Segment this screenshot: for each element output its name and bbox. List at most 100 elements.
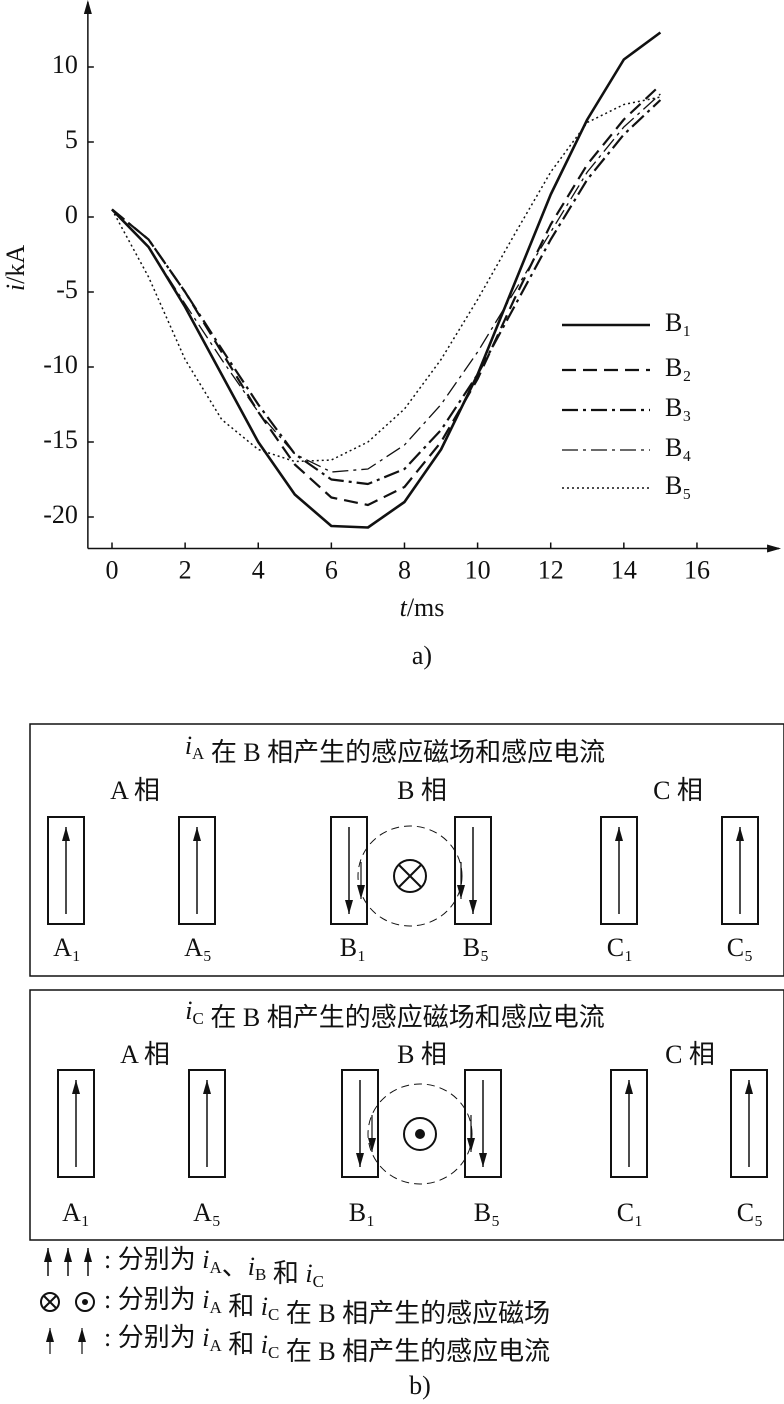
conductor bbox=[57, 1069, 95, 1178]
x-tick-label: 4 bbox=[252, 555, 265, 584]
label: i/kA bbox=[1, 245, 30, 291]
conductor bbox=[610, 1069, 648, 1178]
conductor bbox=[47, 816, 85, 925]
current-arrow-head bbox=[625, 1080, 633, 1094]
legend-cross bbox=[40, 1292, 60, 1312]
field-symbol bbox=[403, 1117, 437, 1151]
induced-arrow-head bbox=[368, 1138, 376, 1152]
legend-arrow-head bbox=[84, 1248, 92, 1262]
conductor bbox=[730, 1069, 768, 1178]
variable: i bbox=[202, 1285, 209, 1314]
conductor-label: B₅ bbox=[474, 1198, 500, 1227]
current-arrow-head bbox=[72, 1080, 80, 1094]
label: iA 在 B 相产生的感应磁场和感应电流 bbox=[185, 731, 605, 767]
conductor-label: C₅ bbox=[727, 933, 753, 962]
text-part: /ms bbox=[407, 593, 445, 622]
conductor-label: A₁ bbox=[62, 1198, 90, 1227]
legend-dot bbox=[75, 1292, 95, 1312]
x-tick-label: 0 bbox=[106, 555, 119, 584]
phase-label: C 相 bbox=[665, 1040, 715, 1069]
text-part: 在 B 相产生的感应磁场和感应电流 bbox=[204, 738, 605, 767]
dot bbox=[82, 1299, 88, 1305]
subscript: A bbox=[192, 744, 205, 763]
current-arrow-head bbox=[615, 827, 623, 841]
x-arrow bbox=[767, 544, 782, 553]
y-tick-label: -10 bbox=[43, 350, 78, 379]
legend-arrow-head bbox=[64, 1248, 72, 1262]
y-tick-label: 5 bbox=[65, 125, 78, 154]
label: : 分别为 iA 和 iC 在 B 相产生的感应电流 bbox=[104, 1323, 550, 1366]
x-tick-label: 16 bbox=[684, 555, 710, 584]
variable: i bbox=[1, 284, 30, 291]
y-tick-label: -5 bbox=[56, 275, 78, 304]
variable: i bbox=[305, 1259, 312, 1288]
induced-arrow-head bbox=[457, 885, 465, 899]
legend-induced-arrow-head bbox=[46, 1328, 54, 1342]
conductor bbox=[464, 1069, 502, 1178]
phase-label: B 相 bbox=[397, 1040, 447, 1069]
legend-label: B₃ bbox=[665, 393, 691, 422]
variable: t bbox=[400, 593, 408, 622]
variable: i bbox=[261, 1292, 268, 1321]
text-part: 和 bbox=[222, 1292, 261, 1321]
current-arrow-head bbox=[203, 1080, 211, 1094]
text-part: 和 bbox=[266, 1259, 305, 1288]
subscript: A bbox=[209, 1336, 222, 1355]
series-line bbox=[111, 84, 662, 507]
conductor bbox=[178, 816, 216, 925]
current-arrow-head bbox=[193, 827, 201, 841]
y-tick-label: -15 bbox=[43, 425, 78, 454]
subscript: C bbox=[268, 1305, 279, 1324]
variable: i bbox=[185, 996, 192, 1025]
variable: i bbox=[248, 1252, 255, 1281]
conductor bbox=[721, 816, 759, 925]
legend-label: B₁ bbox=[665, 308, 691, 337]
x-tick-label: 2 bbox=[179, 555, 192, 584]
series-line bbox=[111, 93, 661, 473]
x-tick-label: 12 bbox=[538, 555, 564, 584]
conductor-label: B₁ bbox=[349, 1198, 375, 1227]
label: : 分别为 iA 和 iC 在 B 相产生的感应磁场 bbox=[104, 1285, 550, 1328]
subscript: C bbox=[313, 1272, 324, 1291]
variable: i bbox=[202, 1245, 209, 1274]
current-arrow-head bbox=[479, 1153, 487, 1167]
caption: b) bbox=[409, 1371, 431, 1400]
cross bbox=[43, 1295, 57, 1309]
cross bbox=[398, 864, 422, 888]
phase-label: B 相 bbox=[397, 776, 447, 805]
current-arrow-head bbox=[62, 827, 70, 841]
y-arrow bbox=[83, 0, 92, 14]
y-tick-label: -20 bbox=[43, 500, 78, 529]
field-loop bbox=[367, 1083, 473, 1185]
conductor-label: A₅ bbox=[184, 933, 212, 962]
legend-label: B₅ bbox=[665, 471, 691, 500]
y-tick-label: 10 bbox=[52, 50, 78, 79]
x-tick-label: 14 bbox=[611, 555, 637, 584]
current-arrow-head bbox=[745, 1080, 753, 1094]
conductor-label: A₁ bbox=[53, 933, 81, 962]
label: : 分别为 iA、iB 和 iC bbox=[104, 1245, 324, 1291]
text-part: /kA bbox=[1, 245, 30, 284]
current-arrow-head bbox=[736, 827, 744, 841]
variable: i bbox=[261, 1330, 268, 1359]
x-tick-label: 10 bbox=[465, 555, 491, 584]
variable: i bbox=[202, 1323, 209, 1352]
caption: a) bbox=[412, 641, 432, 670]
conductor-label: B₅ bbox=[463, 933, 489, 962]
conductor-label: C₅ bbox=[737, 1198, 763, 1227]
subscript: A bbox=[209, 1298, 222, 1317]
current-arrow-head bbox=[345, 900, 353, 914]
legend-label: B₄ bbox=[665, 433, 691, 462]
phase-label: A 相 bbox=[120, 1040, 170, 1069]
legend-label: B₂ bbox=[665, 353, 691, 382]
field-loop bbox=[357, 825, 463, 927]
x-tick-label: 8 bbox=[398, 555, 411, 584]
panel-frame bbox=[29, 989, 784, 1241]
variable: i bbox=[185, 731, 192, 760]
current-arrow-head bbox=[356, 1153, 364, 1167]
text-part: : 分别为 bbox=[104, 1245, 202, 1274]
legend-induced-arrow-head bbox=[78, 1328, 86, 1342]
legend-arrow-head bbox=[44, 1248, 52, 1262]
